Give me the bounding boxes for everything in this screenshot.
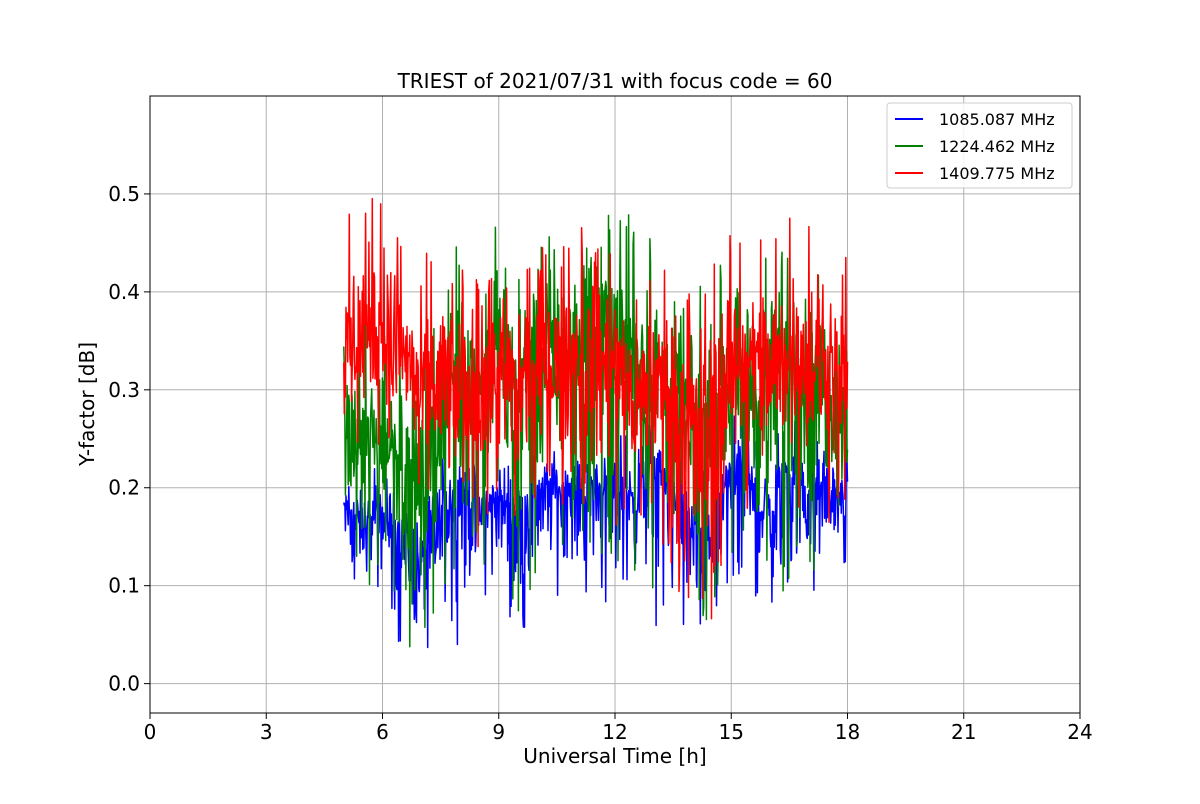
y-axis: 0.0 0.1 0.2 0.3 0.4 0.5 (108, 182, 150, 696)
legend-box (886, 102, 1073, 189)
y-tick-label: 0.5 (108, 182, 140, 206)
x-tick-label: 21 (951, 720, 976, 744)
y-tick-label: 0.0 (108, 672, 140, 696)
x-tick-label: 18 (835, 720, 860, 744)
y-tick-label: 0.2 (108, 476, 140, 500)
chart-title: TRIEST of 2021/07/31 with focus code = 6… (397, 69, 833, 93)
x-tick-label: 9 (492, 720, 505, 744)
x-tick-label: 3 (260, 720, 273, 744)
x-tick-label: 0 (144, 720, 157, 744)
series-line-3 (343, 197, 849, 620)
x-tick-label: 15 (719, 720, 744, 744)
series-line-1 (343, 415, 849, 649)
x-axis: 0 3 6 9 12 15 18 21 24 (144, 713, 1093, 744)
y-tick-label: 0.3 (108, 378, 140, 402)
legend-label: 1409.775 MHz (939, 164, 1055, 183)
legend-label: 1085.087 MHz (939, 110, 1055, 129)
y-tick-label: 0.4 (108, 280, 140, 304)
x-tick-label: 6 (376, 720, 389, 744)
x-tick-label: 24 (1067, 720, 1092, 744)
y-tick-label: 0.1 (108, 574, 140, 598)
x-tick-label: 12 (602, 720, 627, 744)
legend: 1085.087 MHz 1224.462 MHz 1409.775 MHz (886, 102, 1073, 189)
plot-area (343, 197, 849, 649)
legend-label: 1224.462 MHz (939, 137, 1055, 156)
x-axis-label: Universal Time [h] (523, 744, 706, 768)
y-axis-label: Y-factor [dB] (75, 342, 99, 467)
grid (149, 96, 1081, 713)
